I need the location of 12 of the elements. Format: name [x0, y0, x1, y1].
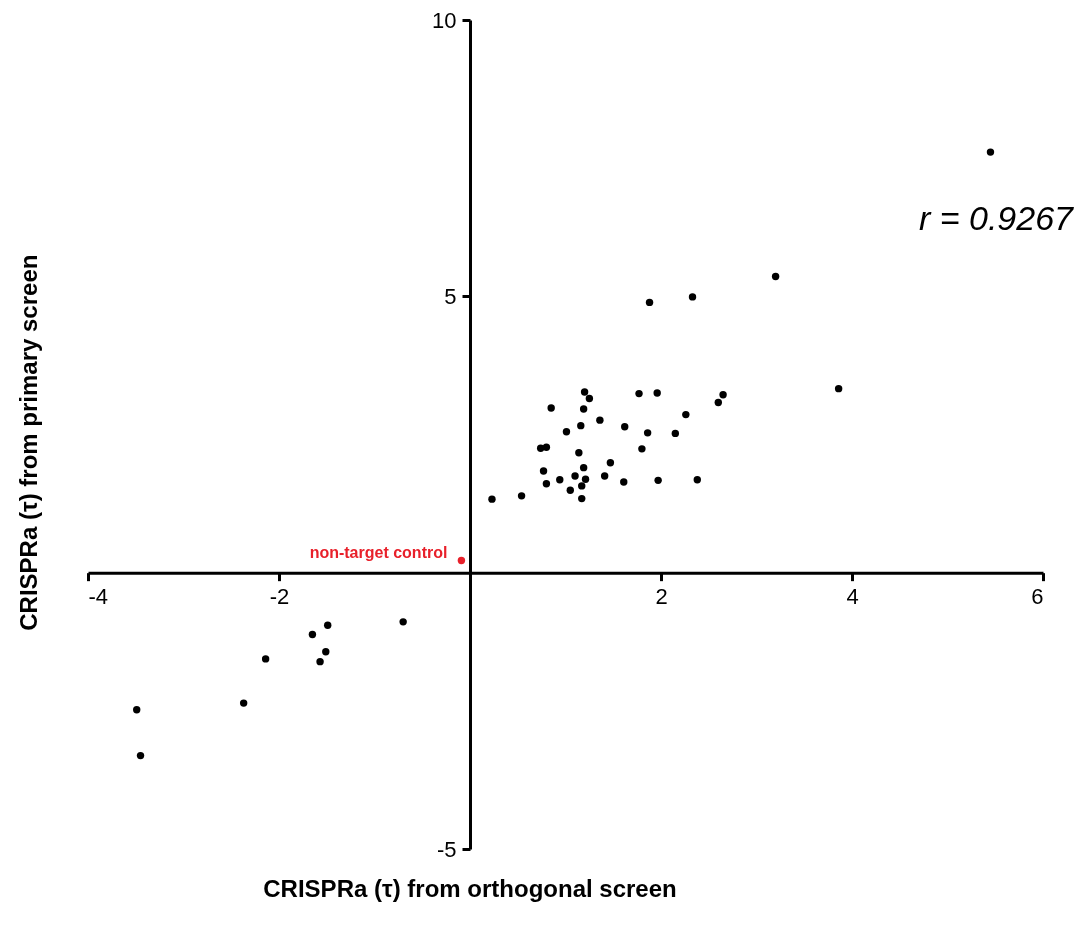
y-tick-label: -5: [436, 836, 457, 862]
y-tick-label: 10: [432, 7, 457, 33]
annotation: r = 0.9267: [918, 199, 1075, 237]
x-tick-label: -4: [88, 584, 109, 610]
series-label: non-target control: [309, 543, 448, 561]
x-tick-label: 6: [1031, 584, 1044, 610]
y-tick-label: 5: [444, 283, 457, 309]
x-tick-label: 2: [655, 584, 668, 610]
y-axis-title: CRISPRa (τ) from primary screen: [15, 254, 42, 631]
x-axis-title: CRISPRa (τ) from orthogonal screen: [263, 875, 677, 902]
x-tick-label: 4: [846, 584, 859, 610]
x-tick-label: -2: [269, 584, 290, 610]
